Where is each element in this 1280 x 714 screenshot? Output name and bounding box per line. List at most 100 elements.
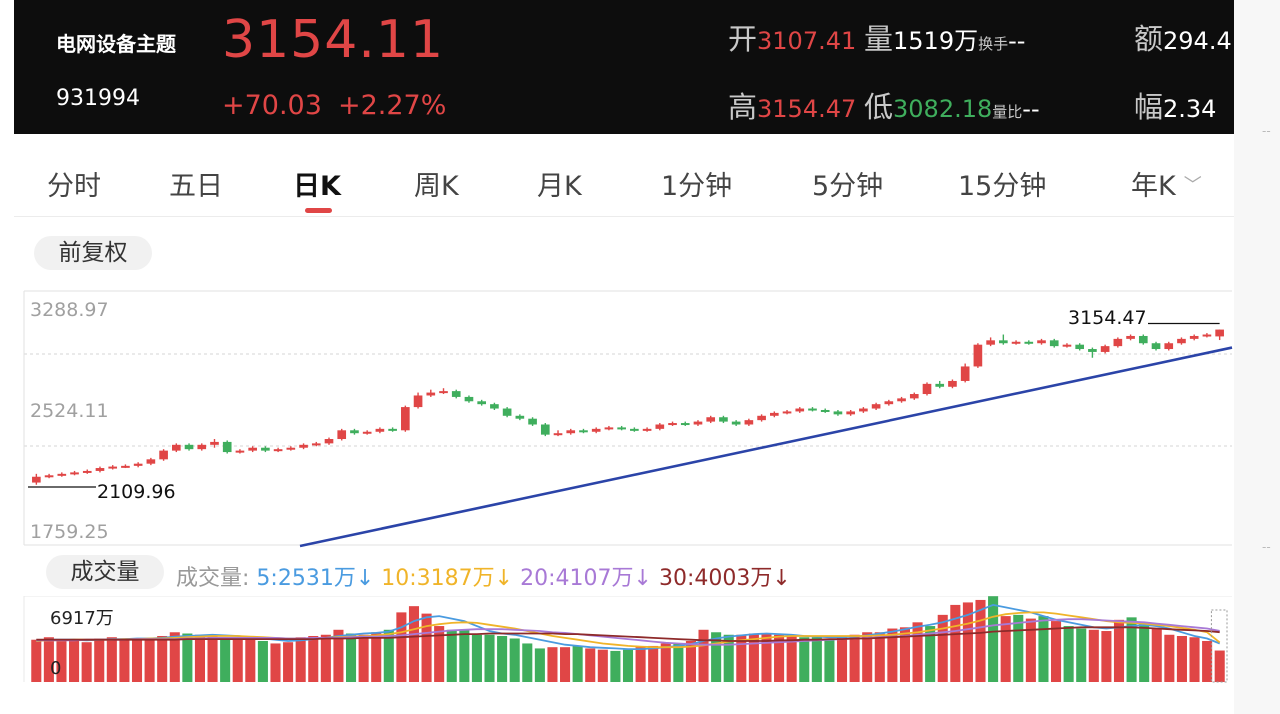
volume-bar — [1076, 628, 1087, 682]
volume-bar — [610, 650, 621, 682]
candle — [1100, 344, 1110, 354]
kline-chart[interactable] — [0, 290, 1234, 550]
volume-bar — [937, 614, 948, 682]
volume-bar — [572, 645, 583, 682]
volume-bar — [1088, 629, 1099, 682]
volume-bar — [31, 639, 42, 682]
candle — [477, 399, 487, 406]
tab-five-day[interactable]: 五日 — [169, 171, 223, 202]
volume-bar — [207, 634, 218, 682]
min-price-marker: 2109.96 — [97, 481, 176, 503]
high-value: 3154.47 — [757, 95, 857, 123]
candle — [706, 415, 716, 424]
candle — [1011, 340, 1021, 345]
side-dash: -- — [1262, 124, 1271, 138]
candle — [1215, 329, 1224, 341]
candle — [248, 446, 257, 453]
max-price-marker: 3154.47 — [1068, 307, 1147, 329]
candle — [1062, 343, 1072, 348]
tab-intraday[interactable]: 分时 — [47, 171, 101, 202]
tab-yearly-k[interactable]: 年K ﹀ — [1131, 171, 1202, 202]
candle — [311, 441, 321, 447]
tab-1min[interactable]: 1分钟 — [661, 171, 733, 202]
volume-bar — [887, 628, 898, 682]
volume-bar — [534, 648, 545, 682]
candle — [439, 388, 448, 395]
volume-indicator-button[interactable]: 成交量 — [46, 555, 164, 589]
volume-bar — [597, 649, 608, 682]
amplitude-stat: 幅2.34 — [1134, 90, 1217, 124]
candle — [1075, 343, 1085, 351]
candle — [146, 457, 156, 466]
candle — [668, 421, 677, 426]
volume-bar — [144, 638, 155, 682]
candle — [159, 449, 168, 461]
tab-monthly-k[interactable]: 月K — [537, 171, 582, 202]
volume-bar — [320, 634, 331, 682]
volume-bar — [106, 637, 117, 682]
volume-bar — [874, 632, 885, 682]
candle — [388, 427, 397, 432]
index-code: 931994 — [56, 86, 140, 111]
index-name: 电网设备主题 — [56, 32, 176, 56]
candle — [413, 392, 423, 409]
active-tab-indicator — [305, 208, 332, 213]
volume-bar — [1189, 637, 1200, 682]
low-stat: 低3082.18量比-- — [864, 90, 1040, 124]
candle — [566, 428, 576, 435]
tab-5min[interactable]: 5分钟 — [812, 171, 884, 202]
volume-ma30-line — [36, 626, 1220, 642]
candle — [859, 407, 868, 413]
candle — [897, 396, 906, 403]
candle — [70, 470, 79, 476]
candle — [604, 425, 614, 431]
volume-bar — [257, 640, 268, 682]
amplitude-value: 2.34 — [1163, 95, 1217, 123]
adjust-mode-button[interactable]: 前复权 — [34, 236, 152, 270]
volume-bar — [975, 599, 986, 682]
candle — [986, 337, 995, 347]
candle — [884, 399, 894, 406]
vol-ma10: 10:3187万↓ — [381, 566, 514, 591]
volume-bar — [69, 640, 80, 682]
candle — [464, 395, 474, 403]
volume-ma20-line — [36, 618, 1220, 646]
volume-bar — [345, 633, 357, 682]
amount-stat: 额294.4 — [1134, 22, 1232, 56]
volume-bar — [723, 634, 734, 682]
volume-bar — [358, 634, 369, 682]
volume-bar — [434, 626, 445, 682]
candle — [579, 428, 588, 434]
volume-bar — [1038, 616, 1049, 682]
volume-bar — [408, 606, 420, 682]
candle — [324, 437, 334, 445]
tab-daily-k[interactable]: 日K — [293, 171, 341, 202]
candle — [1202, 333, 1212, 338]
volume-bar — [1013, 614, 1024, 682]
candle — [1177, 337, 1186, 345]
vol-ma5: 5:2531万↓ — [256, 566, 375, 591]
volume-bar — [308, 635, 319, 682]
volume-bar — [1139, 623, 1150, 682]
volume-bar — [748, 633, 759, 682]
period-tabs: 分时 五日 日K 周K 月K 1分钟 5分钟 15分钟 年K ﹀ — [14, 134, 1234, 217]
low-value: 3082.18 — [893, 95, 993, 123]
volume-bar — [560, 647, 571, 682]
candle — [731, 420, 741, 426]
candle — [1164, 341, 1174, 351]
price-change: +70.03 — [222, 90, 322, 121]
quote-header: 电网设备主题 931994 3154.11 +70.03 +2.27% 开310… — [14, 0, 1234, 134]
volume-bar — [824, 639, 835, 682]
tab-weekly-k[interactable]: 周K — [414, 171, 459, 202]
candle — [871, 402, 881, 410]
candle — [502, 407, 512, 418]
candle — [553, 430, 563, 437]
volume-bar — [836, 637, 848, 682]
candle — [948, 379, 957, 389]
tab-15min[interactable]: 15分钟 — [958, 171, 1047, 202]
candle — [820, 408, 830, 413]
volume-bar — [811, 637, 822, 682]
candle — [286, 446, 296, 451]
volume-chart[interactable] — [0, 596, 1234, 714]
volume-bar — [1101, 631, 1112, 682]
